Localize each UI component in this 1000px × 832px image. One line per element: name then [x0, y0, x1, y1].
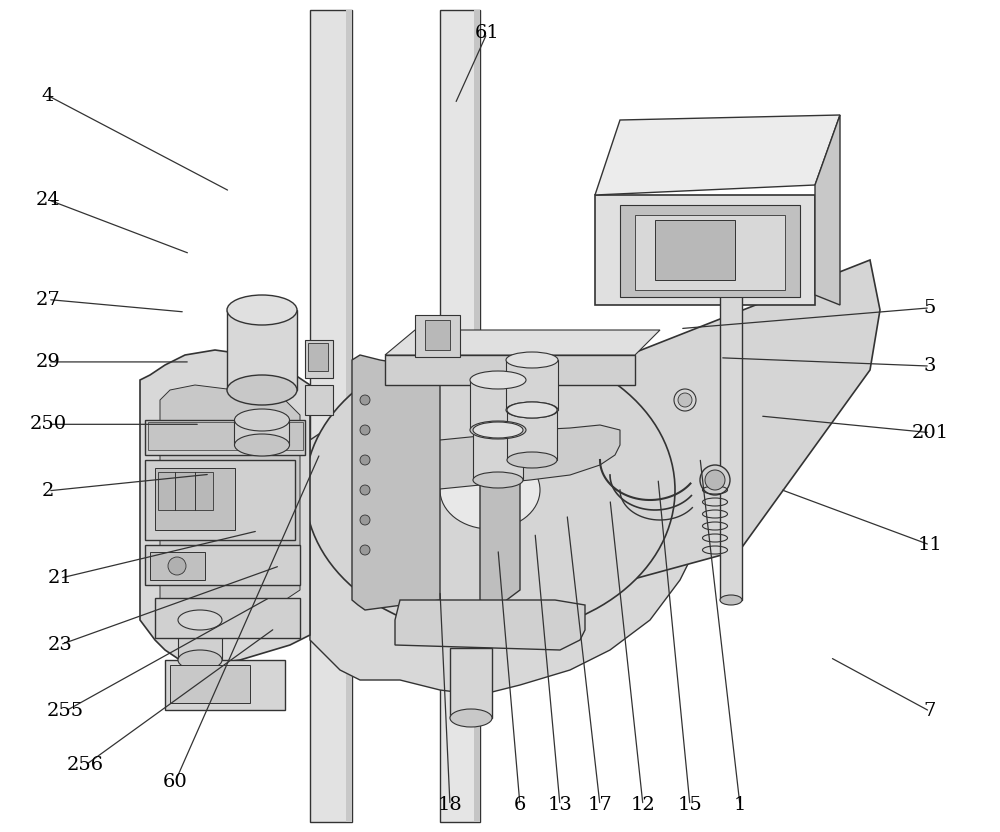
Ellipse shape: [674, 389, 696, 411]
Text: 27: 27: [36, 290, 60, 309]
Ellipse shape: [178, 650, 222, 670]
Bar: [506, 360, 558, 410]
Bar: [305, 340, 333, 378]
Bar: [415, 315, 460, 357]
Ellipse shape: [470, 421, 526, 439]
Polygon shape: [390, 425, 620, 500]
Bar: [155, 598, 300, 638]
Bar: [234, 420, 289, 445]
Bar: [720, 290, 742, 600]
Text: 23: 23: [48, 636, 72, 654]
Circle shape: [360, 455, 370, 465]
Ellipse shape: [506, 402, 558, 418]
Text: 13: 13: [548, 796, 572, 815]
Circle shape: [360, 485, 370, 495]
Ellipse shape: [234, 434, 290, 456]
Text: 2: 2: [42, 482, 54, 500]
Bar: [470, 380, 526, 430]
Ellipse shape: [473, 422, 523, 438]
Bar: [158, 472, 213, 510]
Bar: [150, 552, 205, 580]
Bar: [170, 665, 250, 703]
Text: 7: 7: [924, 702, 936, 721]
Ellipse shape: [227, 295, 297, 325]
Polygon shape: [395, 600, 585, 650]
Text: 29: 29: [36, 353, 60, 371]
Text: 1: 1: [734, 796, 746, 815]
Ellipse shape: [507, 452, 557, 468]
Text: 3: 3: [924, 357, 936, 375]
Bar: [148, 422, 303, 450]
Ellipse shape: [440, 451, 540, 529]
Bar: [440, 10, 480, 822]
Text: 61: 61: [475, 24, 499, 42]
Bar: [227, 310, 297, 390]
Ellipse shape: [227, 375, 297, 405]
Polygon shape: [352, 355, 440, 610]
Bar: [178, 620, 222, 660]
Text: 60: 60: [163, 773, 187, 791]
Ellipse shape: [507, 402, 557, 418]
Bar: [385, 355, 635, 385]
Ellipse shape: [506, 352, 558, 368]
Text: 5: 5: [924, 299, 936, 317]
Ellipse shape: [473, 472, 523, 488]
Bar: [305, 385, 333, 415]
Polygon shape: [480, 358, 520, 605]
Bar: [473, 430, 523, 480]
Text: 17: 17: [588, 796, 612, 815]
Circle shape: [360, 425, 370, 435]
Text: 250: 250: [29, 415, 67, 433]
Ellipse shape: [178, 610, 222, 630]
Circle shape: [360, 515, 370, 525]
Bar: [145, 420, 305, 455]
Bar: [474, 10, 480, 822]
Ellipse shape: [234, 409, 290, 431]
Text: 12: 12: [631, 796, 655, 815]
Circle shape: [360, 395, 370, 405]
Text: 15: 15: [678, 796, 702, 815]
Text: 256: 256: [66, 756, 104, 775]
Ellipse shape: [450, 709, 492, 727]
Text: 255: 255: [46, 702, 84, 721]
Polygon shape: [140, 350, 310, 665]
Bar: [507, 410, 557, 460]
Polygon shape: [815, 115, 840, 305]
Bar: [595, 195, 815, 305]
Bar: [165, 660, 285, 710]
Ellipse shape: [700, 465, 730, 495]
Bar: [655, 220, 735, 280]
Bar: [450, 648, 492, 718]
Text: 21: 21: [48, 569, 72, 587]
Circle shape: [168, 557, 186, 575]
Ellipse shape: [470, 371, 526, 389]
Bar: [145, 545, 300, 585]
Polygon shape: [595, 115, 840, 195]
Ellipse shape: [705, 470, 725, 490]
Ellipse shape: [720, 595, 742, 605]
Bar: [346, 10, 352, 822]
Ellipse shape: [678, 393, 692, 407]
Ellipse shape: [720, 285, 742, 295]
Bar: [308, 343, 328, 371]
Polygon shape: [160, 385, 300, 620]
Text: 24: 24: [36, 191, 60, 209]
Polygon shape: [565, 260, 880, 580]
Polygon shape: [310, 358, 710, 695]
Bar: [155, 468, 235, 530]
Polygon shape: [385, 330, 660, 355]
Text: 201: 201: [911, 423, 949, 442]
Text: 18: 18: [438, 796, 462, 815]
Bar: [425, 320, 450, 350]
Text: 6: 6: [514, 796, 526, 815]
Text: 4: 4: [42, 87, 54, 105]
Bar: [145, 460, 295, 540]
Text: 11: 11: [918, 536, 942, 554]
Ellipse shape: [305, 345, 675, 635]
Bar: [310, 10, 352, 822]
Circle shape: [360, 545, 370, 555]
Bar: [620, 205, 800, 297]
Bar: [635, 215, 785, 290]
